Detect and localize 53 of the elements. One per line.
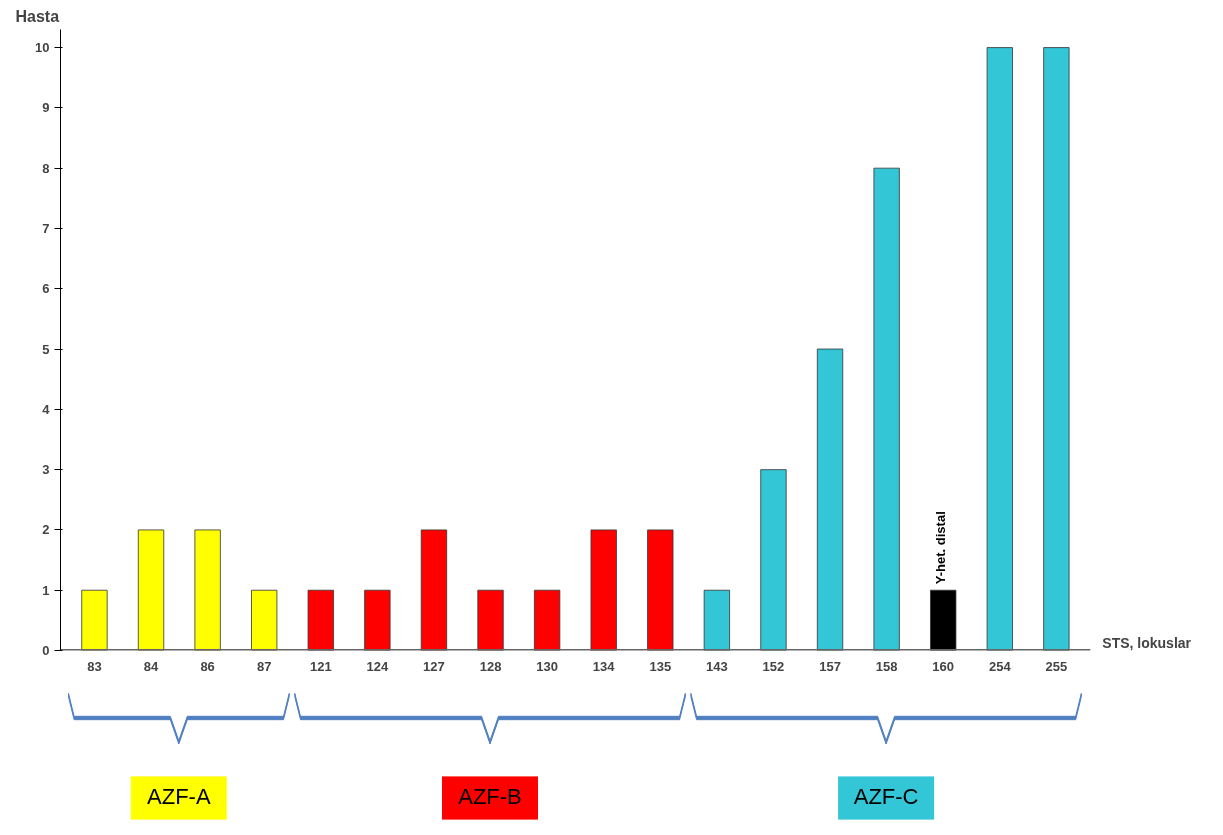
bar	[816, 348, 844, 651]
x-tick-label: 121	[309, 658, 332, 674]
y-tick-label: 9	[42, 100, 50, 116]
bar	[194, 529, 221, 651]
y-tick-label: 5	[42, 341, 50, 357]
y-tick-label: 4	[42, 401, 51, 417]
x-tick-label: 130	[536, 658, 558, 674]
bar	[307, 589, 334, 651]
bar	[137, 529, 165, 651]
x-tick-label: 86	[200, 658, 215, 674]
x-tick-label: 160	[932, 658, 955, 674]
text: AZF-B	[458, 783, 522, 809]
y-tick-label: 1	[42, 582, 50, 598]
bar	[590, 529, 617, 651]
x-tick-label: 157	[819, 658, 841, 674]
bar	[930, 589, 957, 651]
x-tick-label: 124	[366, 658, 389, 674]
x-tick-label: 254	[988, 658, 1012, 674]
bar	[364, 589, 391, 651]
bar	[533, 589, 561, 651]
x-tick-label: 152	[762, 658, 785, 674]
y-tick-label: 0	[42, 643, 50, 658]
x-tick-label: 255	[1045, 658, 1068, 674]
bar	[477, 589, 504, 651]
x-tick-label: 87	[256, 658, 272, 674]
x-tick-label: 143	[706, 658, 728, 674]
x-tick-label: 128	[479, 658, 502, 674]
bar	[1043, 47, 1070, 651]
bar	[647, 529, 674, 651]
text: AZF-A	[147, 783, 211, 809]
text: AZF-C	[853, 783, 919, 809]
y-tick-label: 7	[42, 220, 50, 236]
bar	[81, 589, 108, 651]
x-tick-label: 135	[649, 658, 672, 674]
x-tick-label: 83	[87, 658, 102, 674]
y-tick-label: 8	[42, 160, 50, 176]
x-tick-label: 127	[423, 658, 445, 674]
y-tick-label: 3	[42, 462, 50, 478]
y-tick-label: 6	[42, 281, 50, 297]
bar	[873, 167, 900, 651]
bar	[986, 47, 1013, 651]
bar	[420, 529, 448, 651]
x-tick-label: 158	[875, 658, 898, 674]
x-tick-label: 134	[592, 658, 616, 674]
y-axis-title: Hasta	[15, 7, 60, 25]
x-tick-label: 84	[143, 658, 160, 674]
bar	[703, 589, 731, 651]
y-tick-label: 10	[35, 40, 50, 56]
x-axis-title: STS, lokuslar	[1102, 634, 1192, 651]
bar	[760, 469, 787, 651]
annotation: Y-het. distal	[933, 511, 949, 585]
bar	[251, 589, 278, 651]
y-tick-label: 2	[42, 522, 50, 538]
